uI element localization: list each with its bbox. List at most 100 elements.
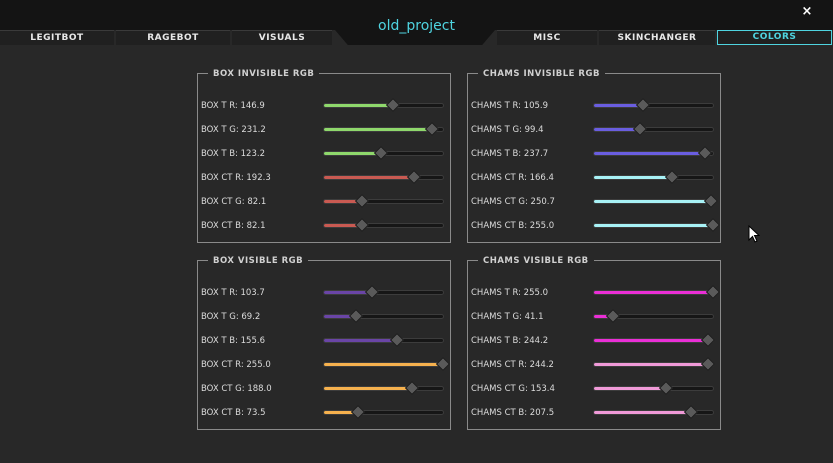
tab-ragebot[interactable]: RAGEBOT <box>116 30 230 45</box>
slider-row: CHAMS CT R: 166.4 <box>471 169 717 185</box>
slider-fill <box>324 200 363 203</box>
color-slider[interactable] <box>593 121 714 137</box>
slider-label: BOX T B: 155.6 <box>201 336 265 346</box>
slider-label: BOX CT G: 188.0 <box>201 384 272 394</box>
slider-row: CHAMS T G: 99.4 <box>471 121 717 137</box>
slider-row: CHAMS T R: 255.0 <box>471 284 721 300</box>
window-title: old_project <box>378 18 455 34</box>
slider-fill <box>594 200 711 203</box>
slider-handle[interactable] <box>636 97 651 113</box>
color-slider[interactable] <box>593 217 721 233</box>
tab-visuals[interactable]: VISUALS <box>232 30 332 45</box>
slider-handle[interactable] <box>435 356 451 372</box>
slider-handle[interactable] <box>424 121 439 137</box>
color-slider[interactable] <box>323 169 444 185</box>
color-slider[interactable] <box>323 145 444 161</box>
color-slider[interactable] <box>593 404 714 420</box>
slider-fill <box>594 411 691 414</box>
slider-handle[interactable] <box>705 217 721 233</box>
color-slider[interactable] <box>593 356 716 372</box>
slider-handle[interactable] <box>365 284 380 300</box>
tab-skinchanger[interactable]: SKINCHANGER <box>599 30 715 45</box>
slider-fill <box>324 411 359 414</box>
panel-title: CHAMS VISIBLE RGB <box>478 255 594 267</box>
slider-label: BOX T R: 103.7 <box>201 288 265 298</box>
slider-handle[interactable] <box>700 356 716 372</box>
color-slider[interactable] <box>593 284 721 300</box>
color-slider[interactable] <box>323 121 444 137</box>
slider-row: BOX CT R: 255.0 <box>201 356 451 372</box>
color-slider[interactable] <box>323 284 444 300</box>
tab-colors[interactable]: COLORS <box>717 30 832 45</box>
slider-row: CHAMS T R: 105.9 <box>471 97 717 113</box>
slider-handle[interactable] <box>351 404 366 420</box>
slider-fill <box>594 315 614 318</box>
color-slider[interactable] <box>323 193 444 209</box>
slider-label: BOX CT R: 192.3 <box>201 173 271 183</box>
slider-fill <box>324 224 363 227</box>
slider-row: CHAMS CT R: 244.2 <box>471 356 717 372</box>
slider-handle[interactable] <box>355 193 370 209</box>
slider-row: CHAMS CT G: 250.7 <box>471 193 719 209</box>
slider-row: CHAMS CT B: 207.5 <box>471 404 717 420</box>
slider-label: CHAMS T B: 244.2 <box>471 336 549 346</box>
slider-label: BOX CT G: 82.1 <box>201 197 267 207</box>
slider-handle[interactable] <box>406 169 421 185</box>
slider-row: CHAMS T G: 41.1 <box>471 308 717 324</box>
slider-handle[interactable] <box>700 332 716 348</box>
tab-misc[interactable]: MISC <box>497 30 597 45</box>
slider-label: CHAMS T B: 237.7 <box>471 149 549 159</box>
slider-fill <box>594 152 705 155</box>
slider-handle[interactable] <box>355 217 370 233</box>
panel-title: BOX VISIBLE RGB <box>208 255 309 267</box>
slider-row: CHAMS T B: 244.2 <box>471 332 717 348</box>
slider-handle[interactable] <box>705 284 721 300</box>
slider-fill <box>324 152 382 155</box>
color-slider[interactable] <box>323 380 444 396</box>
color-slider[interactable] <box>593 308 714 324</box>
tab-bar: LEGITBOT RAGEBOT VISUALS MISC SKINCHANGE… <box>0 30 833 45</box>
color-slider[interactable] <box>323 356 451 372</box>
color-slider[interactable] <box>593 169 714 185</box>
slider-row: BOX CT R: 192.3 <box>201 169 447 185</box>
slider-label: CHAMS CT R: 166.4 <box>471 173 554 183</box>
tab-legitbot[interactable]: LEGITBOT <box>0 30 114 45</box>
slider-row: BOX T G: 231.2 <box>201 121 447 137</box>
slider-handle[interactable] <box>658 380 673 396</box>
slider-fill <box>594 224 713 227</box>
slider-row: BOX CT G: 188.0 <box>201 380 447 396</box>
color-slider[interactable] <box>593 97 714 113</box>
slider-fill <box>594 104 644 107</box>
slider-handle[interactable] <box>385 97 400 113</box>
slider-handle[interactable] <box>606 308 621 324</box>
color-slider[interactable] <box>593 145 714 161</box>
slider-handle[interactable] <box>633 121 648 137</box>
slider-handle[interactable] <box>374 145 389 161</box>
slider-label: CHAMS T R: 255.0 <box>471 288 549 298</box>
slider-handle[interactable] <box>703 193 719 209</box>
slider-fill <box>594 339 708 342</box>
slider-row: BOX T R: 103.7 <box>201 284 447 300</box>
slider-row: BOX CT B: 73.5 <box>201 404 447 420</box>
slider-label: BOX T R: 146.9 <box>201 101 265 111</box>
slider-fill <box>594 176 672 179</box>
close-button[interactable]: × <box>801 4 813 19</box>
slider-handle[interactable] <box>349 308 364 324</box>
slider-label: BOX CT B: 82.1 <box>201 221 266 231</box>
slider-handle[interactable] <box>664 169 679 185</box>
color-slider[interactable] <box>593 380 714 396</box>
slider-row: BOX T G: 69.2 <box>201 308 447 324</box>
color-slider[interactable] <box>323 308 444 324</box>
color-slider[interactable] <box>593 332 716 348</box>
color-slider[interactable] <box>323 217 444 233</box>
color-slider[interactable] <box>323 404 444 420</box>
color-slider[interactable] <box>323 97 444 113</box>
slider-label: CHAMS CT B: 255.0 <box>471 221 555 231</box>
slider-handle[interactable] <box>683 404 698 420</box>
slider-handle[interactable] <box>389 332 404 348</box>
slider-fill <box>324 291 373 294</box>
slider-handle[interactable] <box>404 380 419 396</box>
color-slider[interactable] <box>593 193 719 209</box>
slider-handle[interactable] <box>697 145 712 161</box>
color-slider[interactable] <box>323 332 444 348</box>
